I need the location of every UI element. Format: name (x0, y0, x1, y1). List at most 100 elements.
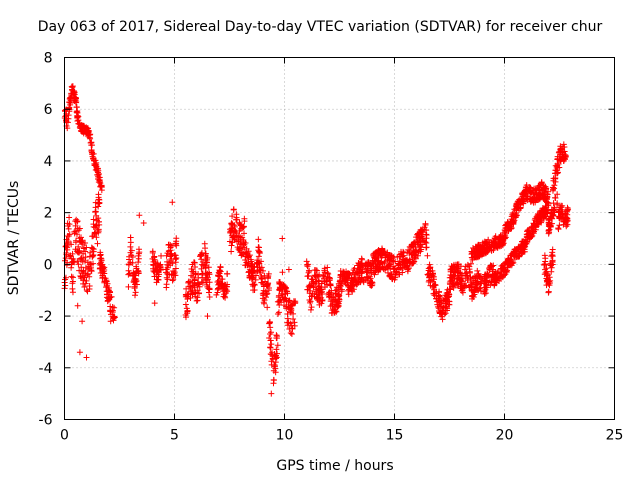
data-point (132, 289, 139, 296)
data-point (131, 277, 138, 284)
data-point (521, 244, 528, 251)
data-point (79, 270, 86, 277)
data-point (540, 194, 547, 201)
data-point (158, 252, 165, 259)
data-point (79, 122, 86, 129)
data-point (482, 290, 489, 297)
data-point (255, 259, 262, 266)
data-point (493, 243, 500, 250)
data-point (329, 302, 336, 309)
data-point (481, 248, 488, 255)
data-point (206, 294, 213, 301)
data-point (384, 269, 391, 276)
data-point (244, 253, 251, 260)
data-point (467, 260, 474, 267)
data-point (169, 199, 176, 206)
data-point (551, 204, 558, 211)
data-point (390, 258, 397, 265)
data-point (284, 310, 291, 317)
data-point (229, 213, 236, 220)
data-point (157, 261, 164, 268)
data-point (259, 290, 266, 297)
data-point (463, 269, 470, 276)
data-point (92, 162, 99, 169)
data-point (258, 275, 265, 282)
data-point (135, 252, 142, 259)
data-point (327, 281, 334, 288)
data-point (557, 146, 564, 153)
data-point (417, 242, 424, 249)
data-point (228, 248, 235, 255)
data-point (283, 285, 290, 292)
data-point (237, 234, 244, 241)
x-tick-label: 25 (606, 428, 624, 444)
x-tick-label: 15 (386, 428, 404, 444)
data-point (162, 266, 169, 273)
data-point (203, 279, 210, 286)
data-point (274, 342, 281, 349)
data-point (66, 99, 73, 106)
data-point (151, 300, 158, 307)
data-point (93, 212, 100, 219)
data-point (97, 183, 104, 190)
data-point (95, 170, 102, 177)
data-point (74, 107, 81, 114)
data-point (523, 236, 530, 243)
data-point (89, 253, 96, 260)
x-axis-title: GPS time / hours (276, 458, 393, 474)
data-point (554, 191, 561, 198)
data-point (185, 279, 192, 286)
data-point (94, 168, 101, 175)
data-point (265, 270, 272, 277)
data-point (89, 149, 96, 156)
data-point (527, 198, 534, 205)
data-point (424, 252, 431, 259)
data-point (389, 276, 396, 283)
data-point (68, 264, 75, 271)
data-point (163, 252, 170, 259)
data-point (226, 238, 233, 245)
data-point (440, 304, 447, 311)
data-point (516, 206, 523, 213)
data-point (95, 179, 102, 186)
data-point (62, 255, 69, 262)
data-point (483, 277, 490, 284)
data-point (101, 279, 108, 286)
data-point (149, 248, 156, 255)
data-point (509, 213, 516, 220)
data-point (62, 113, 69, 120)
data-point (264, 304, 271, 311)
data-point (492, 279, 499, 286)
data-point (165, 241, 172, 248)
data-point (70, 87, 77, 94)
data-point (185, 278, 192, 285)
plot-frame (64, 57, 615, 420)
data-point (280, 282, 287, 289)
data-point (304, 286, 311, 293)
data-point (323, 281, 330, 288)
data-point (261, 297, 268, 304)
data-point (276, 302, 283, 309)
data-point (434, 298, 441, 305)
data-point (272, 359, 279, 366)
data-point (305, 269, 312, 276)
data-point (228, 232, 235, 239)
data-point (362, 261, 369, 268)
data-point (426, 274, 433, 281)
data-point (431, 286, 438, 293)
data-point (312, 273, 319, 280)
data-point (195, 290, 202, 297)
data-point (236, 233, 243, 240)
data-point (473, 254, 480, 261)
data-point (333, 298, 340, 305)
data-point (204, 313, 211, 320)
data-point (333, 308, 340, 315)
data-point (95, 176, 102, 183)
data-point (157, 267, 164, 274)
data-point (62, 282, 69, 289)
data-point (513, 212, 520, 219)
data-point (447, 286, 454, 293)
data-point (546, 226, 553, 233)
data-point (218, 276, 225, 283)
data-point (432, 282, 439, 289)
